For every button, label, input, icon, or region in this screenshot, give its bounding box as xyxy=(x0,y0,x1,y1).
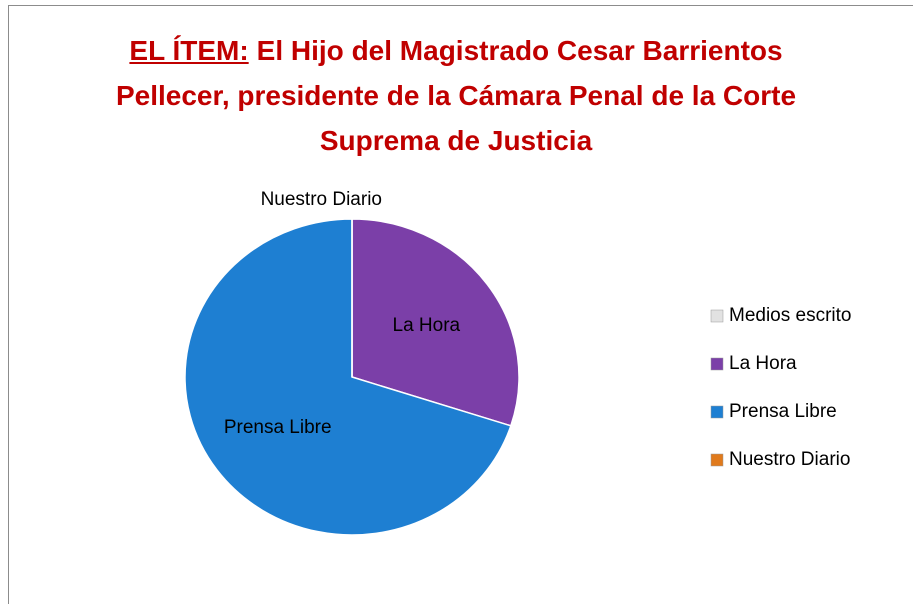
legend-label: La Hora xyxy=(729,353,797,374)
legend-swatch xyxy=(710,357,724,371)
pie-slice xyxy=(351,218,520,427)
chart-title: El Hijo del Magistrado Cesar Barrientos … xyxy=(115,35,797,156)
slice-label: Prensa Libre xyxy=(224,417,332,438)
legend-label: Prensa Libre xyxy=(729,401,837,422)
slice-label: Nuestro Diario xyxy=(261,189,382,210)
legend-swatch xyxy=(710,453,724,467)
chart-title-box: EL ÍTEM: El Hijo del Magistrado Cesar Bar… xyxy=(86,28,826,163)
title-label: EL ÍTEM: xyxy=(129,35,249,66)
pie-slice xyxy=(184,218,512,536)
slice-label: La Hora xyxy=(393,315,461,336)
legend-label: Medios escrito xyxy=(729,305,852,326)
legend-swatch xyxy=(710,309,724,323)
legend-swatch xyxy=(710,405,724,419)
legend-label: Nuestro Diario xyxy=(729,449,850,470)
